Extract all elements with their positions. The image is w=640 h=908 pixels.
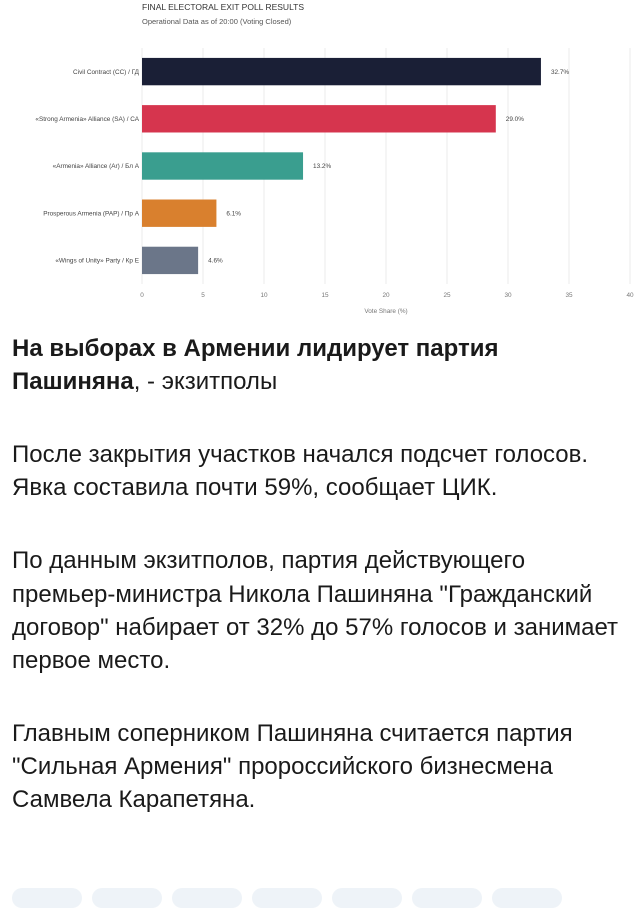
- x-tick-label: 15: [321, 292, 329, 299]
- headline-bold: На выборах в Армении лидирует партия Паш…: [12, 335, 499, 396]
- news-post: На выборах в Армении лидирует партия Паш…: [12, 332, 632, 856]
- paragraph-turnout: После закрытия участков начался подсчет …: [12, 441, 589, 502]
- reaction-bar: [0, 884, 640, 908]
- reaction-pill[interactable]: [412, 888, 482, 908]
- bar: [142, 57, 541, 86]
- x-tick-label: 35: [565, 292, 573, 299]
- value-label: 13.2%: [313, 163, 331, 170]
- reaction-pill[interactable]: [92, 888, 162, 908]
- reaction-pill[interactable]: [252, 888, 322, 908]
- bar: [142, 152, 304, 180]
- bar-chart: FINAL ELECTORAL EXIT POLL RESULTS Operat…: [35, 2, 634, 315]
- x-tick-label: 25: [443, 292, 451, 299]
- bar: [142, 105, 496, 133]
- paragraph-rival: Главным соперником Пашиняна считается па…: [12, 719, 573, 814]
- value-label: 4.6%: [208, 258, 223, 265]
- x-tick-label: 20: [382, 292, 390, 299]
- value-label: 32.7%: [551, 69, 569, 76]
- reaction-pill[interactable]: [332, 888, 402, 908]
- x-tick-label: 40: [626, 292, 634, 299]
- reaction-pill[interactable]: [492, 888, 562, 908]
- reaction-pill[interactable]: [172, 888, 242, 908]
- x-tick-label: 10: [260, 292, 268, 299]
- reaction-pill[interactable]: [12, 888, 82, 908]
- category-label: «Armenia» Alliance (Ar) / Бл А: [53, 163, 140, 170]
- category-label: «Wings of Unity» Party / Кр Е: [55, 258, 139, 265]
- bar: [142, 199, 217, 227]
- x-tick-label: 5: [201, 292, 205, 299]
- x-tick-label: 30: [504, 292, 512, 299]
- chart-title: FINAL ELECTORAL EXIT POLL RESULTS: [142, 2, 304, 12]
- headline-rest: , - экзитполы: [133, 368, 278, 396]
- x-tick-label: 0: [140, 292, 144, 299]
- post-headline: На выборах в Армении лидирует партия Паш…: [12, 332, 632, 398]
- value-label: 29.0%: [506, 116, 524, 123]
- paragraph-exit-polls: По данным экзитполов, партия действующег…: [12, 547, 619, 674]
- bar: [142, 246, 199, 275]
- category-label: Prosperous Armenia (PAP) / Пр А: [43, 210, 139, 217]
- chart-subtitle: Operational Data as of 20:00 (Voting Clo…: [142, 17, 292, 26]
- value-label: 6.1%: [226, 210, 241, 217]
- x-axis-title: Vote Share (%): [364, 308, 407, 315]
- category-label: Civil Contract (CC) / ГД: [73, 69, 140, 76]
- category-label: «Strong Armenia» Alliance (SA) / СА: [35, 116, 139, 123]
- exit-poll-chart: FINAL ELECTORAL EXIT POLL RESULTS Operat…: [0, 0, 640, 320]
